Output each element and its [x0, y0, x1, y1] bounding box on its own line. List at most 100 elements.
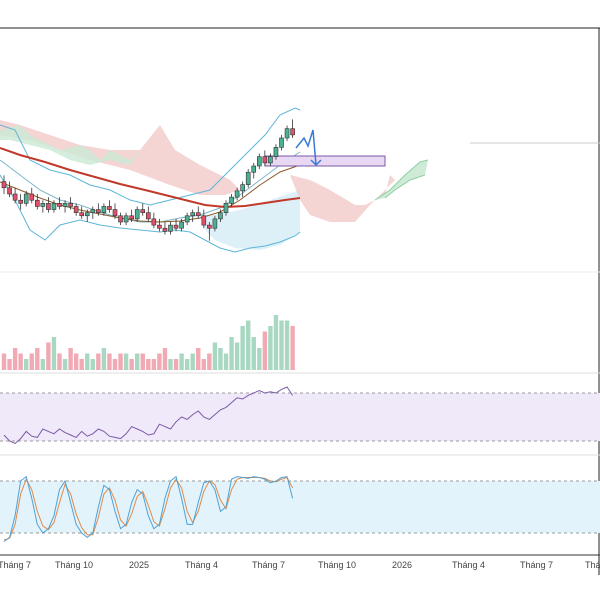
- volume-bar: [129, 359, 134, 370]
- ichimoku-cloud: [0, 120, 429, 250]
- volume-bar: [90, 359, 95, 370]
- candle: [179, 218, 184, 232]
- x-tick-label: Tháng 10: [55, 560, 93, 570]
- x-tick-label: 2025: [129, 560, 149, 570]
- target-zone-box: [264, 155, 386, 167]
- cloud-bear-2: [290, 175, 395, 222]
- candle-body: [179, 221, 184, 229]
- candle: [218, 209, 223, 222]
- x-tick-label: Tháng 7: [0, 560, 31, 570]
- projection-arrow-head: [310, 159, 322, 167]
- candle: [140, 203, 146, 216]
- candle-body: [90, 209, 96, 213]
- ma-fast-line: [0, 164, 301, 223]
- volume-bar: [196, 348, 201, 370]
- candle: [151, 212, 157, 229]
- candle: [168, 222, 173, 235]
- volume-bar: [62, 359, 68, 370]
- volume-bar: [57, 353, 62, 370]
- projection-path: [295, 129, 317, 166]
- candle-body: [184, 215, 190, 223]
- candle: [68, 197, 73, 210]
- candle: [157, 218, 162, 232]
- x-tick-label: 2026: [392, 560, 412, 570]
- candle: [51, 200, 57, 213]
- volume-bar: [173, 359, 179, 370]
- candle-body: [201, 215, 207, 226]
- volume-bar: [35, 348, 40, 370]
- candle-body: [251, 165, 257, 173]
- candle-body: [240, 184, 245, 192]
- candle-body: [40, 203, 46, 207]
- x-axis-ticks: Tháng 7 Tháng 10 2025 Tháng 4 Tháng 7 Th…: [0, 560, 600, 570]
- volume-bar: [135, 353, 140, 370]
- candle: [223, 200, 229, 216]
- candle-body: [51, 203, 57, 210]
- ma-slow-line: [0, 147, 301, 209]
- candle: [96, 203, 101, 216]
- candle: [229, 194, 234, 207]
- candle-body: [129, 215, 134, 220]
- candle-body: [234, 190, 240, 198]
- volume-bar: [140, 353, 145, 370]
- candle-body: [62, 203, 68, 207]
- cloud-bull-3-edge: [374, 159, 429, 201]
- candle-body: [46, 203, 51, 210]
- bollinger-upper: [0, 107, 301, 206]
- volume-bar: [1, 353, 7, 370]
- candle: [207, 222, 212, 241]
- candle: [40, 200, 46, 213]
- candle: [146, 206, 151, 222]
- candle: [84, 209, 90, 222]
- candle-body: [134, 209, 140, 220]
- candle: [195, 206, 201, 219]
- volume-bar: [101, 348, 107, 370]
- candle-body: [118, 215, 123, 223]
- candle-body: [151, 218, 157, 226]
- candle: [123, 212, 129, 226]
- volume-bar: [207, 353, 212, 370]
- x-tick-label: Tháng 7: [520, 560, 553, 570]
- candle: [162, 222, 168, 235]
- volume-bar: [51, 337, 57, 370]
- candle: [29, 187, 35, 204]
- volume-bar: [218, 348, 223, 370]
- candle: [184, 212, 190, 226]
- candle-body: [245, 171, 251, 185]
- candle: [245, 169, 251, 188]
- candle-body: [173, 224, 179, 229]
- volume-bar: [146, 359, 151, 370]
- candle-body: [207, 224, 212, 229]
- candle-body: [157, 224, 162, 229]
- candle: [212, 215, 218, 232]
- volume-bar: [73, 353, 79, 370]
- candles-layer: [1, 119, 295, 241]
- candle: [73, 203, 79, 216]
- candle: [1, 175, 7, 194]
- volume-bar: [246, 320, 251, 370]
- volume-bar: [284, 320, 290, 370]
- candle: [90, 206, 96, 219]
- volume-bar: [290, 326, 295, 370]
- volume-bar: [273, 315, 279, 370]
- candle-body: [146, 212, 151, 220]
- volume-bar: [251, 337, 256, 370]
- volume-bar: [151, 359, 157, 370]
- volume-bar: [118, 353, 123, 370]
- candle-body: [279, 137, 284, 148]
- candle: [134, 206, 140, 222]
- volume-bar: [240, 326, 245, 370]
- candle-body: [123, 215, 129, 223]
- candle: [262, 150, 268, 166]
- candle: [268, 153, 273, 166]
- volume-bar: [85, 353, 90, 370]
- volume-bar: [190, 353, 195, 370]
- volume-bar: [123, 353, 129, 370]
- cloud-bull-3-edge-2: [384, 174, 426, 199]
- candle-body: [1, 181, 7, 189]
- candle: [284, 125, 290, 142]
- volume-bar: [212, 342, 218, 370]
- candle: [34, 194, 40, 210]
- volume-bar: [12, 348, 18, 370]
- candle: [46, 197, 51, 213]
